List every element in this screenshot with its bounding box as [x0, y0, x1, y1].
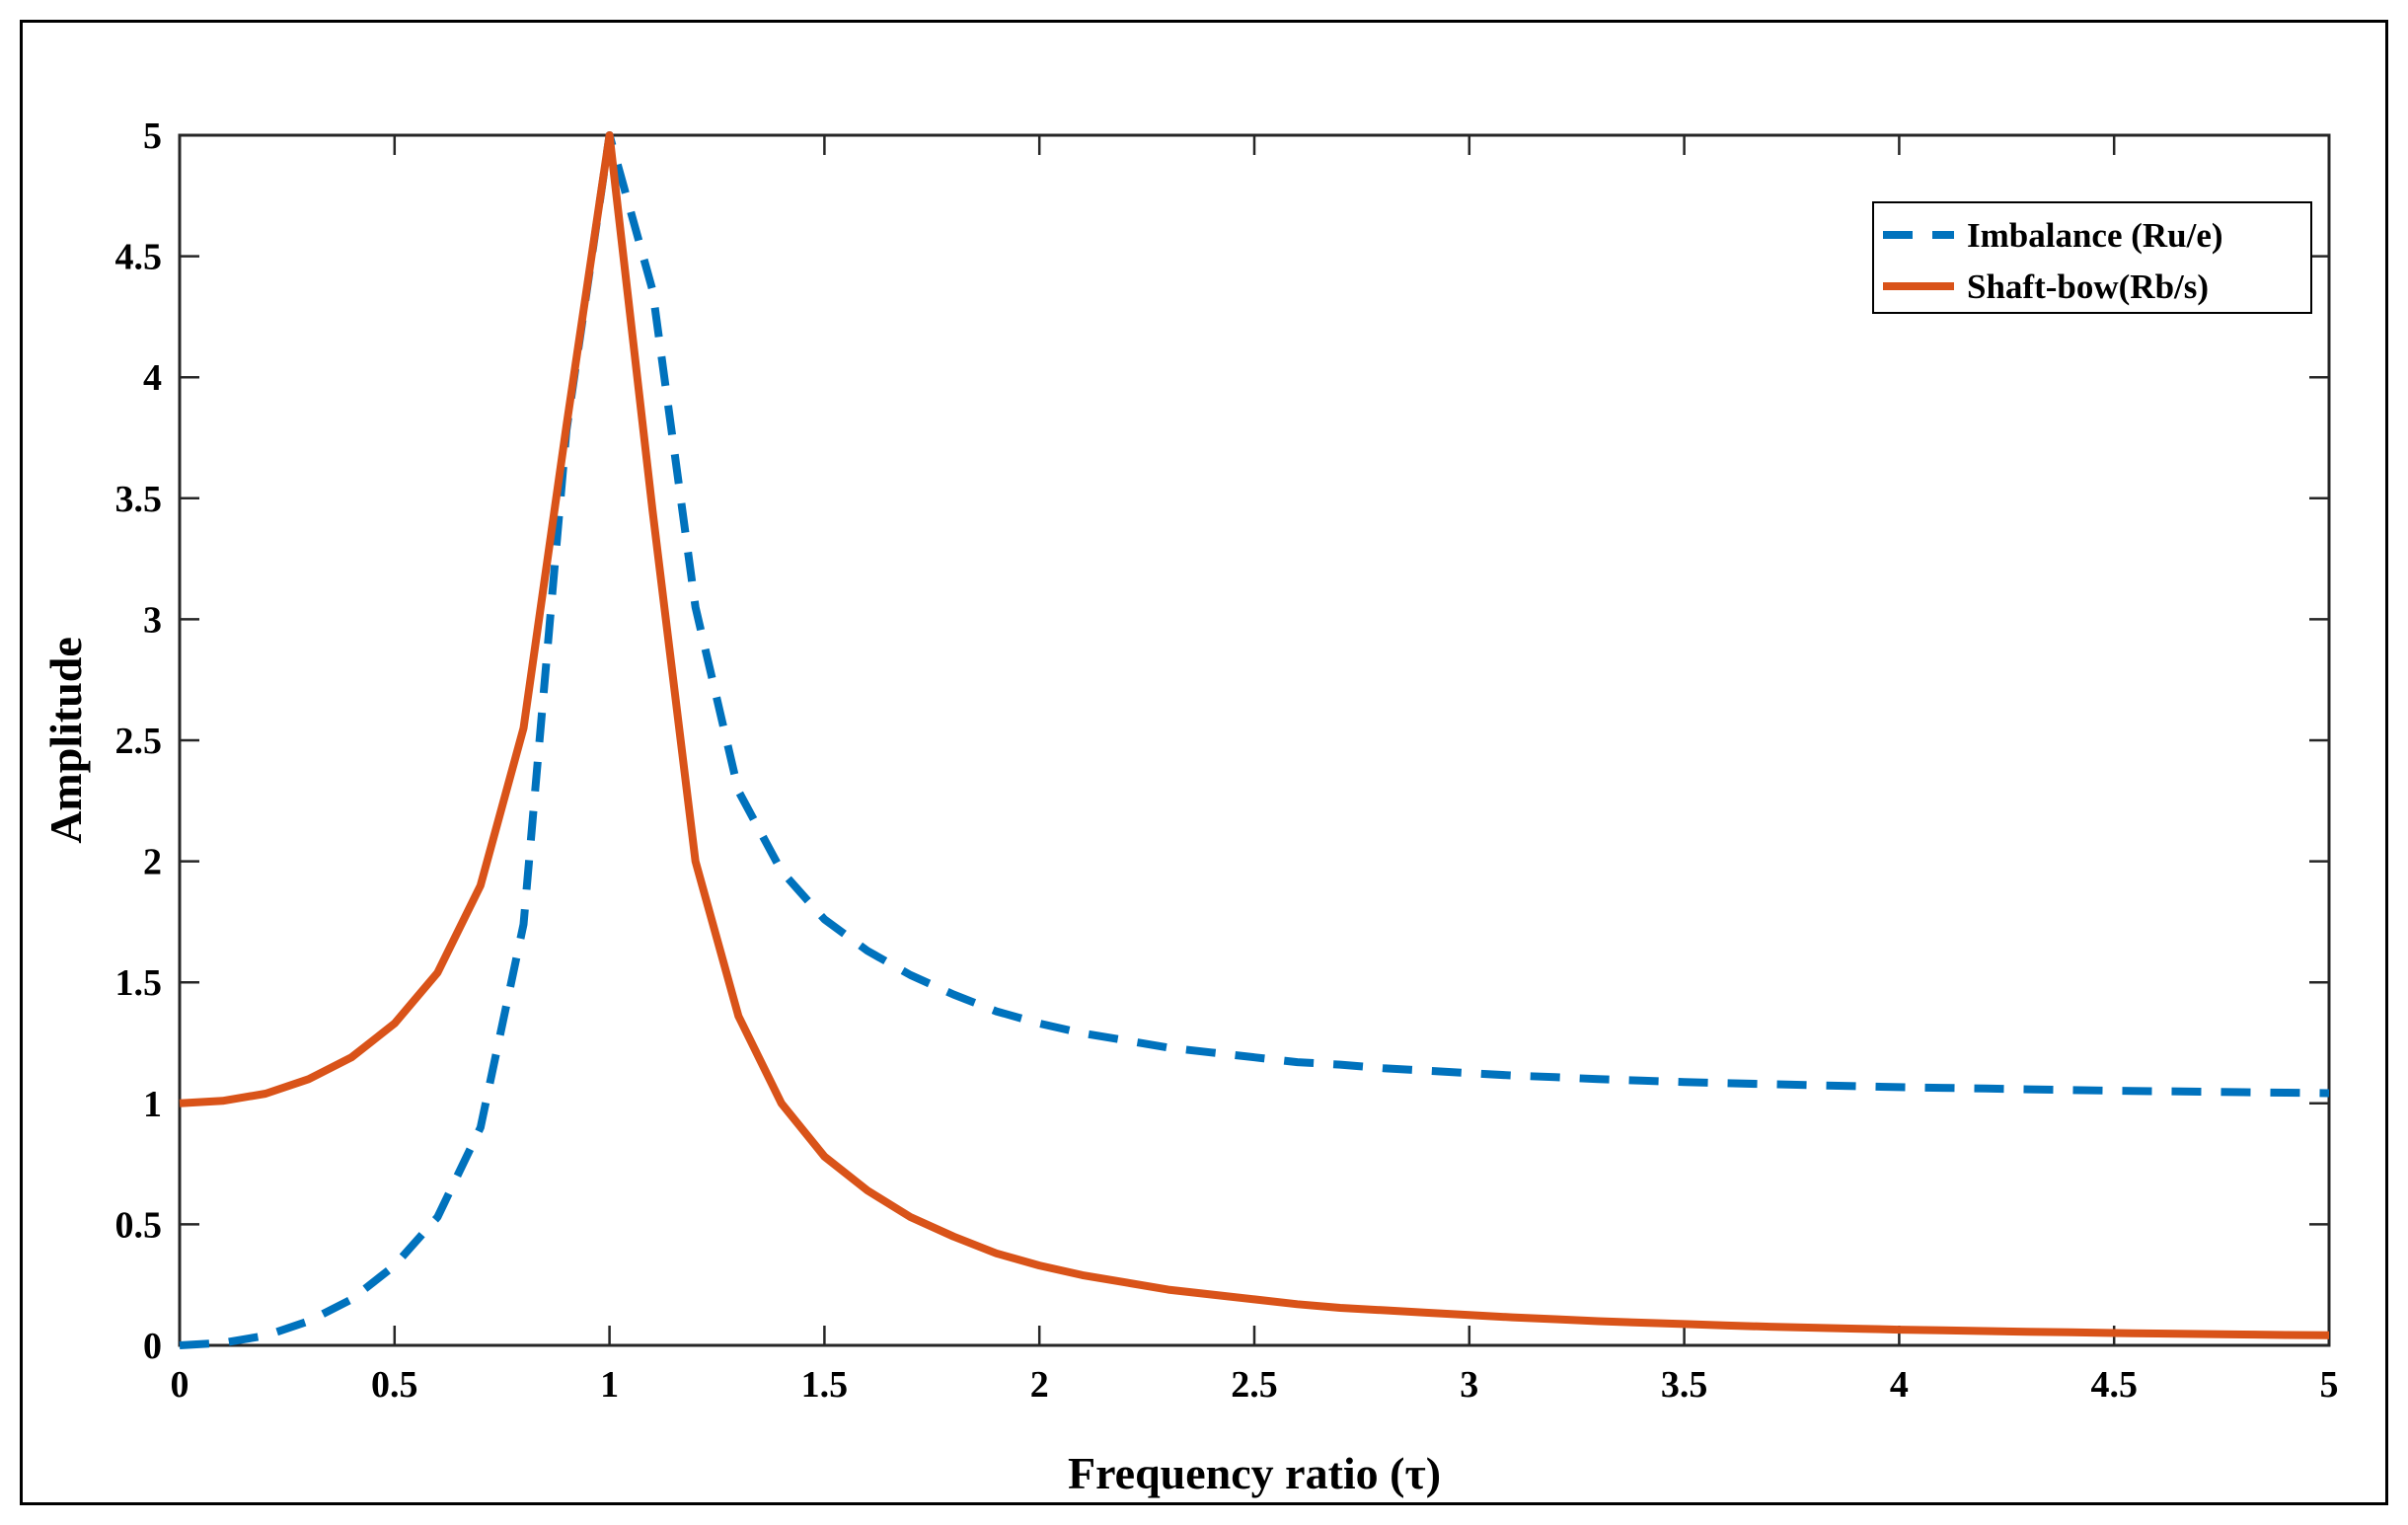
- y-tick-label: 2.5: [115, 721, 163, 762]
- tick-labels: 0 0.5 1 1.5 2 2.5 3 3.5 4 4.5 5 0 0.5 1 1.5 2 2.5 3 3.5 4 4.…: [115, 115, 2339, 1406]
- x-tick-label: 3.5: [1661, 1364, 1708, 1406]
- x-tick-label: 1: [600, 1364, 619, 1406]
- legend: Imbalance (Ru/e) Shaft-bow(Rb/s): [1872, 201, 2312, 314]
- y-tick-label: 4.5: [115, 237, 163, 278]
- series-layer: [179, 131, 2330, 1349]
- legend-label-imbalance: Imbalance (Ru/e): [1967, 216, 2223, 255]
- y-tick-label: 2: [143, 842, 162, 883]
- x-tick-label: 5: [2320, 1364, 2339, 1406]
- x-tick-label: 3: [1460, 1364, 1478, 1406]
- y-tick-label: 0.5: [115, 1204, 163, 1246]
- legend-box: [1872, 201, 2312, 314]
- y-tick-label: 5: [143, 115, 162, 157]
- x-tick-label: 0: [171, 1364, 189, 1406]
- y-tick-label: 0: [143, 1326, 162, 1367]
- x-tick-label: 2.5: [1231, 1364, 1278, 1406]
- y-tick-label: 3.5: [115, 479, 163, 520]
- y-tick-label: 1: [143, 1084, 162, 1125]
- x-tick-label: 1.5: [801, 1364, 849, 1406]
- imbalance-series: [179, 131, 2330, 1349]
- y-axis-title: Amplitude: [40, 637, 91, 844]
- y-tick-label: 1.5: [115, 962, 163, 1004]
- y-tick-label: 4: [143, 357, 162, 399]
- x-tick-label: 4: [1890, 1364, 1909, 1406]
- x-axis-title: Frequency ratio (τ): [1068, 1448, 1441, 1498]
- x-tick-label: 0.5: [371, 1364, 418, 1406]
- x-tick-label: 4.5: [2090, 1364, 2138, 1406]
- shaft-bow-series: [179, 131, 2330, 1339]
- plot-area: [178, 133, 2331, 1347]
- x-tick-label: 2: [1030, 1364, 1049, 1406]
- legend-label-shaft-bow: Shaft-bow(Rb/s): [1967, 267, 2209, 306]
- y-tick-label: 3: [143, 599, 162, 641]
